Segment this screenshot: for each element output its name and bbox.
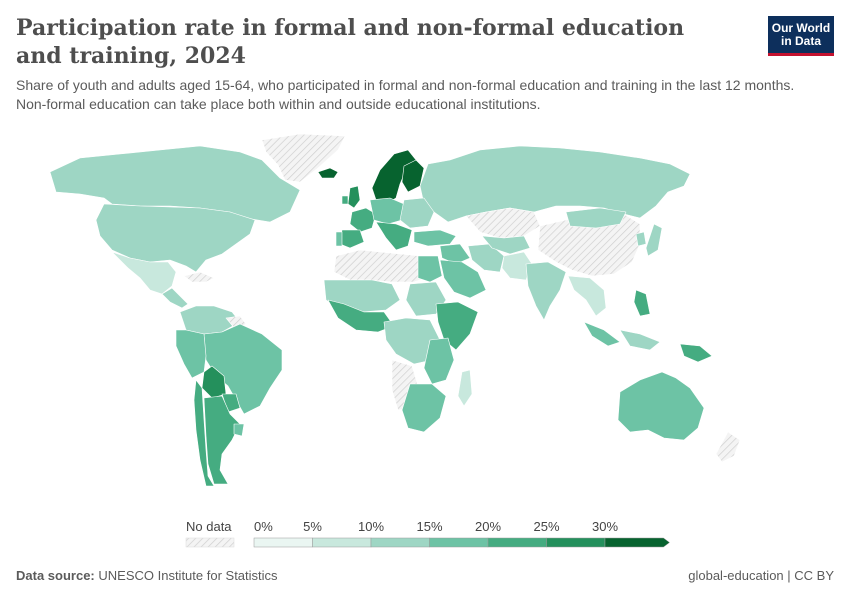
logo-line-2: in Data bbox=[780, 33, 821, 48]
legend-bin[interactable] bbox=[370, 537, 430, 548]
region-germany-central[interactable] bbox=[369, 197, 405, 225]
region-india[interactable] bbox=[525, 261, 567, 321]
region-central-america[interactable] bbox=[161, 287, 189, 309]
region-indonesia-east[interactable] bbox=[619, 329, 661, 351]
region-australia[interactable] bbox=[617, 371, 705, 441]
region-egypt[interactable] bbox=[417, 255, 443, 283]
region-russia[interactable] bbox=[419, 145, 691, 223]
region-italy-balkans[interactable] bbox=[375, 221, 413, 251]
legend-no-data-label: No data bbox=[186, 519, 232, 534]
region-turkey[interactable] bbox=[413, 229, 457, 247]
legend-tick-label: 10% bbox=[358, 519, 384, 534]
region-united-states[interactable] bbox=[95, 203, 256, 273]
region-indonesia-west[interactable] bbox=[583, 321, 621, 347]
legend-tick-label: 30% bbox=[592, 519, 618, 534]
region-chile[interactable] bbox=[193, 379, 215, 487]
legend-bin[interactable] bbox=[546, 537, 606, 548]
region-saudi-arabia[interactable] bbox=[439, 259, 487, 299]
logo-line-1: Our World bbox=[771, 20, 831, 35]
owid-logo[interactable]: Our World in Data bbox=[768, 16, 834, 56]
legend-tick-label: 20% bbox=[475, 519, 501, 534]
region-central-asia[interactable] bbox=[481, 235, 531, 255]
region-ireland[interactable] bbox=[341, 195, 349, 205]
region-uruguay[interactable] bbox=[233, 423, 245, 437]
region-southern-africa[interactable] bbox=[401, 383, 447, 433]
footer-license: global-education | CC BY bbox=[688, 568, 834, 583]
region-eastern-europe[interactable] bbox=[399, 197, 435, 229]
legend-bin[interactable] bbox=[429, 537, 489, 548]
region-mainland-southeast-asia[interactable] bbox=[567, 275, 607, 317]
map-legend: No data 0% 5% 10% 15% 20% 25% 30% bbox=[185, 519, 670, 548]
region-japan[interactable] bbox=[645, 223, 663, 257]
legend-tick-label: 25% bbox=[533, 519, 559, 534]
region-korea[interactable] bbox=[635, 231, 647, 247]
chart-title: Participation rate in formal and non-for… bbox=[16, 15, 685, 69]
legend-bin[interactable] bbox=[312, 537, 372, 548]
legend-bin-open-ended[interactable] bbox=[604, 537, 670, 548]
region-east-africa[interactable] bbox=[423, 337, 455, 385]
region-mexico[interactable] bbox=[111, 251, 177, 295]
region-canada[interactable] bbox=[49, 145, 301, 223]
region-portugal[interactable] bbox=[335, 231, 343, 247]
chart-subtitle: Share of youth and adults aged 15-64, wh… bbox=[16, 77, 795, 112]
region-iceland[interactable] bbox=[317, 167, 339, 179]
region-philippines[interactable] bbox=[633, 289, 651, 317]
legend-tick-label: 0% bbox=[254, 519, 273, 534]
region-madagascar[interactable] bbox=[457, 369, 473, 407]
region-papua-new-guinea[interactable] bbox=[679, 343, 713, 363]
legend-bin[interactable] bbox=[253, 537, 313, 548]
region-peru[interactable] bbox=[175, 329, 207, 379]
world-map[interactable] bbox=[0, 128, 850, 498]
region-middle-east-north[interactable] bbox=[439, 243, 471, 265]
region-mongolia[interactable] bbox=[565, 207, 627, 229]
region-argentina[interactable] bbox=[203, 395, 241, 485]
data-source-value: UNESCO Institute for Statistics bbox=[98, 568, 278, 583]
region-united-kingdom[interactable] bbox=[347, 185, 361, 209]
region-new-zealand[interactable] bbox=[715, 431, 741, 463]
region-sudan[interactable] bbox=[405, 281, 447, 317]
region-caribbean[interactable] bbox=[183, 271, 215, 283]
legend-no-data-swatch bbox=[185, 537, 235, 548]
legend-bin[interactable] bbox=[487, 537, 547, 548]
legend-tick-label: 5% bbox=[303, 519, 322, 534]
data-source: Data source: UNESCO Institute for Statis… bbox=[16, 568, 278, 583]
region-greenland[interactable] bbox=[261, 133, 346, 183]
region-spain[interactable] bbox=[339, 229, 365, 249]
region-afghanistan-pakistan[interactable] bbox=[501, 251, 533, 281]
legend-tick-label: 15% bbox=[416, 519, 442, 534]
data-source-label: Data source: bbox=[16, 568, 95, 583]
region-france[interactable] bbox=[349, 207, 377, 233]
